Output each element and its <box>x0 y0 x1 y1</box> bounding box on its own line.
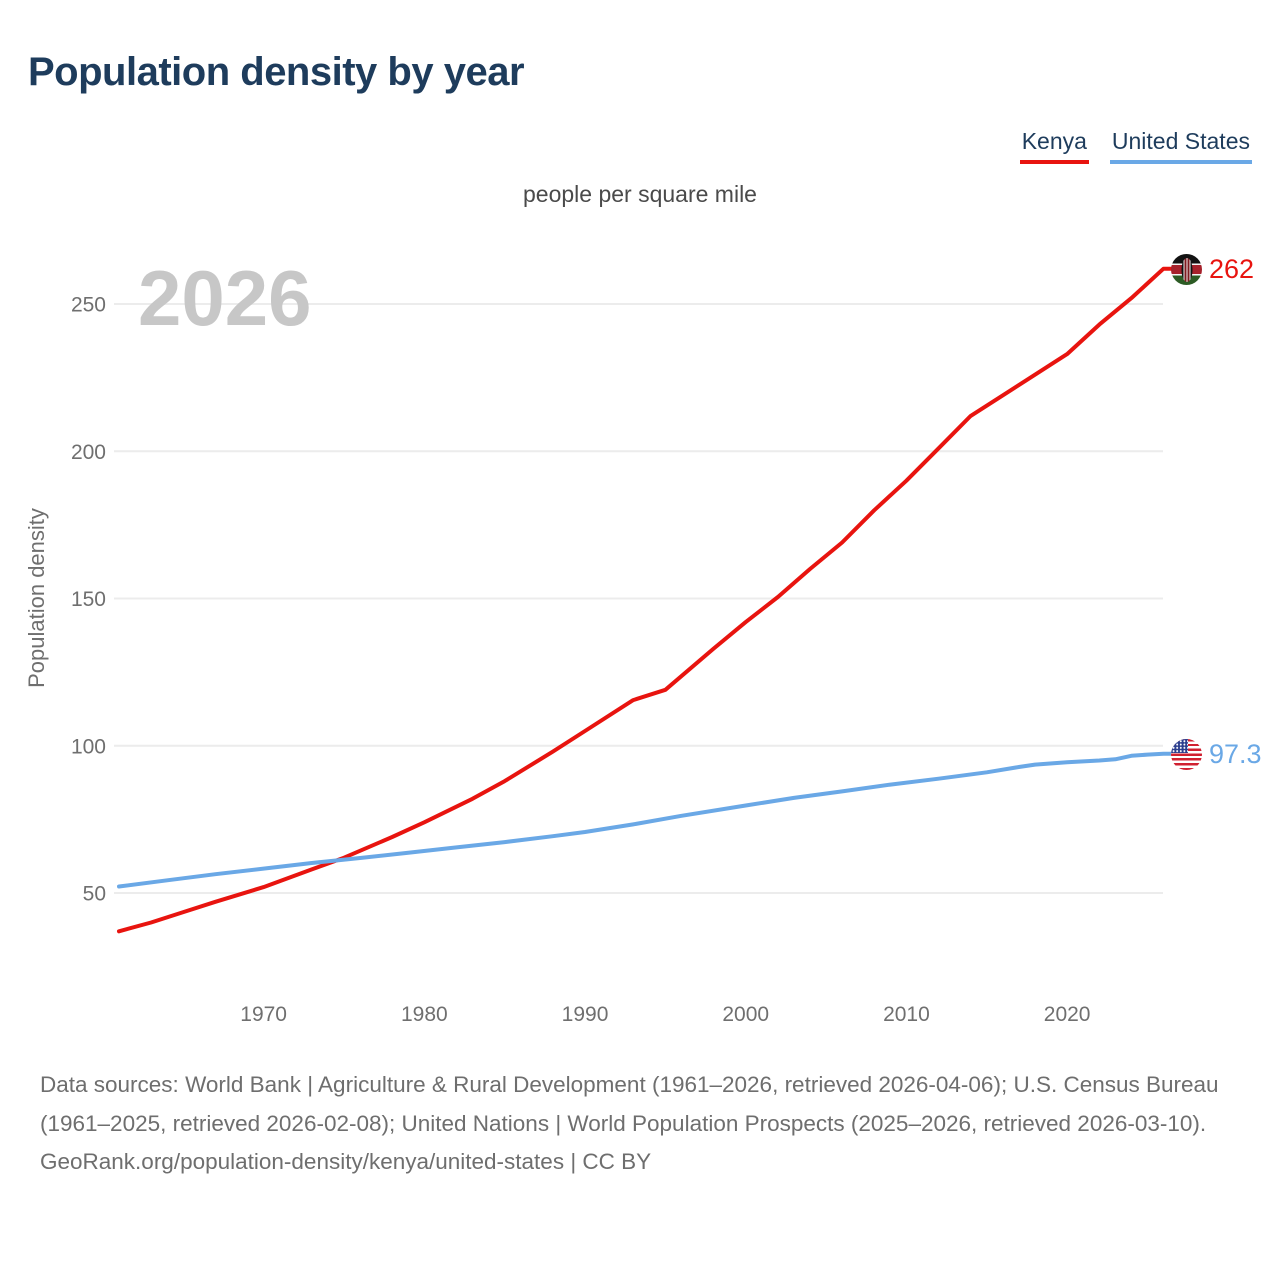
chart-unit-subtitle: people per square mile <box>523 181 757 207</box>
series-line-kenya <box>117 266 1175 934</box>
united-states-series-end-label: 97.3 <box>1171 739 1262 770</box>
y-tick-label-200: 200 <box>71 441 106 464</box>
watermark-year: 2026 <box>138 254 312 342</box>
x-tick-label-1980: 1980 <box>401 1003 448 1026</box>
x-tick-label-2000: 2000 <box>722 1003 769 1026</box>
footer: Data sources: World Bank | Agriculture &… <box>40 1066 1222 1182</box>
x-tick-label-2010: 2010 <box>883 1003 930 1026</box>
united-states-flag-canton <box>1171 739 1188 753</box>
y-tick-label-250: 250 <box>71 294 106 317</box>
x-tick-label-1970: 1970 <box>240 1003 287 1026</box>
x-tick-label-1990: 1990 <box>562 1003 609 1026</box>
kenya-flag-icon <box>1171 254 1202 285</box>
page-title: Population density by year <box>28 50 525 94</box>
y-tick-label-150: 150 <box>71 588 106 611</box>
y-axis-title: Population density <box>24 508 49 688</box>
series-line-united-states <box>117 751 1175 889</box>
united-states-flag-icon <box>1171 739 1202 770</box>
y-tick-label-100: 100 <box>71 735 106 758</box>
kenya-series-end-label: 262 <box>1171 254 1254 285</box>
data-sources-text: Data sources: World Bank | Agriculture &… <box>40 1072 1219 1136</box>
legend-item-kenya[interactable]: Kenya <box>1019 128 1089 164</box>
attribution-text: GeoRank.org/population-density/kenya/uni… <box>40 1149 652 1174</box>
kenya-end-value: 262 <box>1209 254 1255 284</box>
legend-item-united-states[interactable]: United States <box>1109 128 1252 164</box>
legend: Kenya United States <box>1019 128 1252 164</box>
kenya-shield-emblem <box>1181 257 1192 282</box>
y-tick-label-50: 50 <box>83 883 106 906</box>
x-tick-label-2020: 2020 <box>1044 1003 1091 1026</box>
united-states-end-value: 97.3 <box>1209 739 1262 769</box>
